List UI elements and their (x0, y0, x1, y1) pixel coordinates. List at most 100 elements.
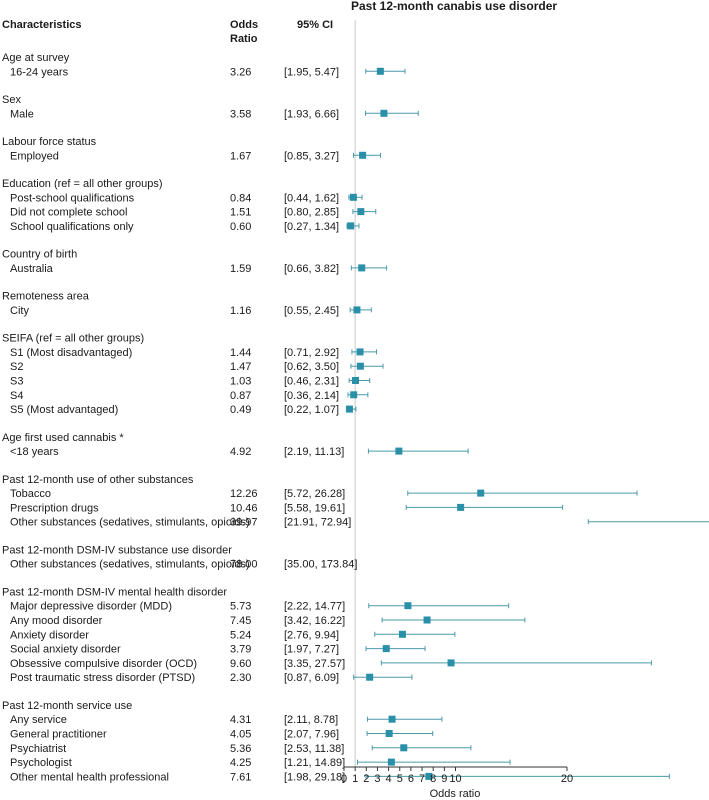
header-ratio: Ratio (230, 33, 258, 45)
group-title: Country of birth (2, 249, 77, 261)
ci-value: [35.00, 173.84] (284, 559, 357, 571)
odds-ratio-value: 0.87 (230, 390, 251, 402)
row-label: School qualifications only (10, 221, 134, 233)
group-title: Sex (2, 94, 21, 106)
point-estimate-marker (366, 673, 374, 681)
ci-value: [0.85, 3.27] (284, 150, 339, 162)
odds-ratio-value: 7.45 (230, 615, 251, 627)
ci-value: [0.87, 6.09] (284, 672, 339, 684)
row-label: Psychiatrist (10, 743, 66, 755)
ci-value: [0.55, 2.45] (284, 305, 339, 317)
ci-value: [5.72, 26.28] (284, 488, 345, 500)
ci-value: [2.11, 8.78] (284, 714, 338, 726)
point-estimate-marker (400, 744, 408, 752)
ci-value: [2.19, 11.13] (284, 446, 344, 458)
point-estimate-marker (382, 645, 390, 653)
odds-ratio-value: 1.03 (230, 376, 251, 388)
ci-value: [1.93, 6.66] (284, 108, 339, 120)
row-label: S1 (Most disadvantaged) (10, 347, 132, 359)
point-estimate-marker (457, 503, 465, 511)
x-tick-label: 8 (430, 773, 436, 785)
group-title: Past 12-month DSM-IV mental health disor… (2, 586, 227, 598)
x-tick-label: 0 (341, 773, 347, 785)
point-estimate-marker (388, 715, 396, 723)
ci-value: [0.71, 2.92] (284, 347, 339, 359)
ci-value: [0.80, 2.85] (284, 207, 339, 219)
odds-ratio-value: 5.36 (230, 743, 251, 755)
point-estimate-marker (398, 630, 406, 638)
row-label: Anxiety disorder (10, 629, 89, 641)
point-estimate-marker (349, 193, 357, 201)
odds-ratio-value: 7.61 (230, 771, 251, 783)
row-label: Other substances (sedatives, stimulants,… (10, 517, 250, 529)
odds-ratio-value: 1.44 (230, 347, 251, 359)
point-estimate-marker (380, 109, 388, 117)
group-title: Labour force status (2, 136, 97, 148)
odds-ratio-value: 9.60 (230, 658, 251, 670)
point-estimate-marker (351, 377, 359, 384)
point-estimate-marker (359, 151, 367, 159)
row-label: Tobacco (10, 488, 51, 500)
ci-value: [0.62, 3.50] (284, 361, 339, 373)
point-estimate-marker (358, 264, 366, 272)
row-label: Any mood disorder (10, 615, 103, 627)
row-label: City (10, 305, 29, 317)
group-title: Age at survey (2, 52, 70, 64)
point-estimate-marker (357, 208, 365, 216)
x-tick-label: 10 (449, 773, 461, 785)
point-estimate-marker (447, 659, 455, 667)
x-tick-label: 1 (352, 773, 358, 785)
group-title: Past 12-month DSM-IV substance use disor… (2, 544, 232, 556)
row-label: S4 (10, 390, 23, 402)
odds-ratio-value: 5.24 (230, 629, 251, 641)
ci-value: [1.98, 29.18] (284, 771, 345, 783)
point-estimate-marker (423, 616, 431, 624)
point-estimate-marker (425, 772, 433, 780)
x-tick-label: 2 (363, 773, 369, 785)
odds-ratio-value: 3.58 (230, 108, 251, 120)
row-label: Other mental health professional (10, 771, 169, 783)
x-axis-label: Odds ratio (430, 788, 481, 800)
row-label: Social anxiety disorder (10, 644, 121, 656)
odds-ratio-value: 3.79 (230, 644, 251, 656)
x-tick-label: 7 (419, 773, 425, 785)
x-tick-label: 5 (397, 773, 403, 785)
row-label: Male (10, 108, 34, 120)
ci-value: [1.21, 14.89] (284, 757, 345, 769)
x-tick-label: 6 (408, 773, 414, 785)
row-label: Prescription drugs (10, 502, 99, 514)
ci-value: [21.91, 72.94] (284, 517, 351, 529)
ci-value: [0.36, 2.14] (284, 390, 339, 402)
point-estimate-marker (347, 222, 355, 230)
odds-ratio-value: 1.59 (230, 263, 251, 275)
ci-value: [2.22, 14.77] (284, 601, 345, 613)
point-estimate-marker (387, 758, 395, 766)
point-estimate-marker (356, 348, 364, 356)
point-estimate-marker (345, 405, 353, 413)
group-title: Past 12-month use of other substances (2, 474, 194, 486)
odds-ratio-value: 0.84 (230, 192, 251, 204)
ci-value: [2.76, 9.94] (284, 629, 339, 641)
row-label: Post traumatic stress disorder (PTSD) (10, 672, 195, 684)
group-title: Age first used cannabis * (2, 432, 124, 444)
odds-ratio-value: 4.05 (230, 729, 251, 741)
ci-value: [3.42, 16.22] (284, 615, 345, 627)
odds-ratio-value: 78.00 (230, 559, 258, 571)
x-tick-label: 4 (386, 773, 392, 785)
odds-ratio-value: 10.46 (230, 502, 258, 514)
odds-ratio-value: 4.92 (230, 446, 251, 458)
ci-value: [3.35, 27.57] (284, 658, 345, 670)
ci-value: [5.58, 19.61] (284, 502, 345, 514)
row-label: 16-24 years (10, 66, 69, 78)
odds-ratio-value: 4.25 (230, 757, 251, 769)
ci-value: [0.44, 1.62] (284, 192, 339, 204)
row-label: Post-school qualifications (10, 192, 135, 204)
header-odds: Odds (230, 19, 258, 31)
odds-ratio-value: 0.60 (230, 221, 251, 233)
row-label: Other substances (sedatives, stimulants,… (10, 559, 250, 571)
odds-ratio-value: 4.31 (230, 714, 251, 726)
point-estimate-marker (356, 362, 364, 370)
header-ci: 95% CI (297, 19, 333, 31)
point-estimate-marker (350, 391, 358, 399)
